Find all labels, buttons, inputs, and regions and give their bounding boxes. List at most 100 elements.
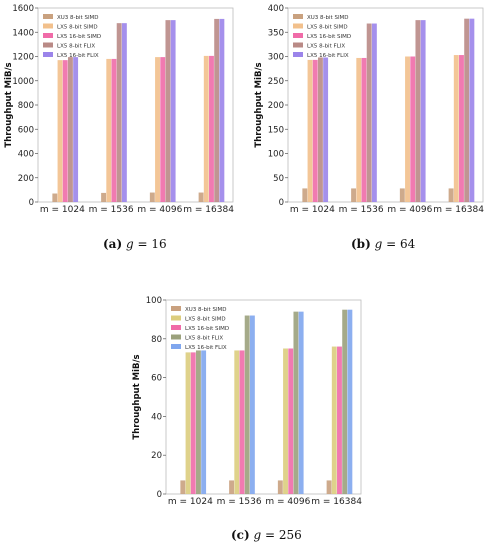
- caption-b: (b) g = 64: [351, 237, 416, 251]
- legend-label: LX5 8-bit SIMD: [57, 25, 98, 31]
- legend-label: LX5 16-bit SIMD: [307, 34, 351, 40]
- legend-swatch: [293, 52, 303, 57]
- bar-lx5-16-bit-flix: [371, 23, 377, 202]
- bar-xu3-8-bit-simd: [198, 192, 204, 202]
- bar-lx5-8-bit-simd: [203, 55, 209, 202]
- y-tick-label: 1400: [12, 28, 34, 38]
- bar-lx5-16-bit-simd: [62, 60, 68, 203]
- bar-lx5-16-bit-simd: [190, 352, 196, 494]
- legend-label: LX5 8-bit FLIX: [185, 336, 223, 342]
- bar-lx5-8-bit-flix: [464, 18, 470, 203]
- bar-xu3-8-bit-simd: [326, 480, 332, 494]
- y-axis-label: Throughput MiB/s: [254, 62, 264, 147]
- bar-lx5-8-bit-flix: [317, 57, 323, 202]
- legend-swatch: [43, 33, 53, 38]
- bar-lx5-16-bit-simd: [209, 55, 214, 202]
- legend-label: XU3 8-bit SIMD: [307, 15, 349, 21]
- bar-lx5-8-bit-simd: [307, 59, 313, 202]
- x-tick-label: m = 4096: [265, 497, 310, 507]
- y-tick-label: 300: [268, 53, 284, 63]
- y-tick-label: 100: [268, 150, 284, 160]
- legend-swatch: [171, 315, 181, 321]
- y-tick-label: 600: [18, 125, 34, 135]
- bar-lx5-16-bit-simd: [459, 55, 464, 202]
- legend-label: XU3 8-bit SIMD: [57, 15, 99, 21]
- bar-lx5-16-bit-simd: [239, 350, 245, 494]
- bar-lx5-8-bit-flix: [342, 309, 348, 494]
- bar-xu3-8-bit-simd: [351, 188, 357, 202]
- bar-lx5-8-bit-flix: [366, 23, 372, 202]
- bar-lx5-16-bit-flix: [170, 20, 176, 202]
- bar-lx5-8-bit-simd: [155, 57, 160, 203]
- legend-swatch: [171, 334, 181, 340]
- bar-lx5-8-bit-simd: [106, 58, 112, 202]
- bar-lx5-16-bit-simd: [160, 57, 166, 203]
- bar-lx5-8-bit-flix: [116, 23, 122, 202]
- legend-label: LX5 16-bit FLIX: [307, 53, 349, 59]
- y-tick-label: 1600: [12, 4, 34, 14]
- legend-swatch: [43, 14, 53, 19]
- bar-lx5-8-bit-simd: [283, 348, 288, 494]
- bar-lx5-16-bit-flix: [219, 18, 225, 202]
- x-tick-label: m = 1536: [89, 205, 134, 215]
- legend-swatch: [293, 33, 303, 38]
- y-tick-label: 200: [268, 101, 284, 111]
- bar-lx5-8-bit-flix: [214, 18, 220, 202]
- bar-xu3-8-bit-simd: [101, 192, 107, 202]
- y-tick-label: 20: [151, 451, 162, 461]
- legend-label: LX5 16-bit SIMD: [185, 326, 229, 332]
- caption-c: (c) g = 256: [231, 528, 302, 542]
- y-axis-label: Throughput MiB/s: [132, 354, 142, 439]
- bar-lx5-8-bit-flix: [165, 20, 171, 202]
- legend-label: LX5 8-bit SIMD: [185, 317, 226, 323]
- x-tick-label: m = 1024: [290, 205, 335, 215]
- x-tick-label: m = 4096: [387, 205, 432, 215]
- y-tick-label: 400: [268, 4, 284, 14]
- bar-lx5-16-bit-simd: [410, 56, 416, 202]
- x-tick-label: m = 1536: [217, 497, 262, 507]
- bar-lx5-16-bit-simd: [312, 59, 318, 202]
- legend-label: LX5 8-bit FLIX: [307, 44, 345, 50]
- legend-swatch: [171, 325, 181, 330]
- y-tick-label: 350: [268, 28, 284, 38]
- y-tick-label: 250: [268, 77, 284, 87]
- legend-swatch: [293, 42, 303, 48]
- bar-xu3-8-bit-simd: [302, 188, 308, 202]
- bar-lx5-16-bit-flix: [201, 350, 207, 494]
- legend-label: LX5 8-bit FLIX: [57, 44, 95, 50]
- y-tick-label: 0: [29, 198, 34, 208]
- y-tick-label: 150: [268, 125, 284, 135]
- bar-lx5-8-bit-flix: [67, 57, 73, 203]
- bar-lx5-8-bit-simd: [185, 352, 191, 494]
- x-tick-label: m = 1024: [168, 497, 213, 507]
- x-tick-label: m = 16384: [311, 497, 362, 507]
- chart-1: 0 50 100 150 200 250 300 350 400 Throughput MiB/s…: [254, 4, 484, 215]
- bar-lx5-16-bit-flix: [249, 315, 255, 494]
- x-tick-label: m = 1536: [339, 205, 384, 215]
- bar-xu3-8-bit-simd: [180, 480, 186, 494]
- chart-0: 0 200 400 600 800 1000 1200 1400 1600 Throughput …: [4, 4, 234, 215]
- bar-lx5-16-bit-flix: [469, 18, 475, 203]
- bar-xu3-8-bit-simd: [448, 188, 454, 202]
- plot-frame: [165, 299, 362, 495]
- legend-swatch: [171, 306, 181, 311]
- bar-xu3-8-bit-simd: [277, 480, 283, 494]
- y-tick-label: 80: [151, 335, 162, 345]
- bar-lx5-16-bit-flix: [420, 20, 426, 202]
- y-tick-label: 60: [151, 374, 162, 384]
- bar-xu3-8-bit-simd: [399, 188, 405, 202]
- bar-lx5-8-bit-simd: [234, 350, 240, 494]
- bar-lx5-8-bit-flix: [244, 315, 250, 494]
- legend-swatch: [171, 344, 181, 349]
- y-axis-label: Throughput MiB/s: [4, 62, 14, 147]
- bar-lx5-8-bit-simd: [405, 56, 410, 202]
- bar-lx5-8-bit-simd: [331, 346, 337, 494]
- bar-lx5-8-bit-simd: [453, 55, 459, 202]
- bar-xu3-8-bit-simd: [52, 193, 58, 202]
- y-tick-label: 1200: [12, 53, 34, 63]
- x-tick-label: m = 1024: [40, 205, 85, 215]
- y-tick-label: 0: [157, 490, 162, 500]
- bar-lx5-16-bit-flix: [298, 311, 304, 494]
- x-tick-label: m = 4096: [137, 205, 182, 215]
